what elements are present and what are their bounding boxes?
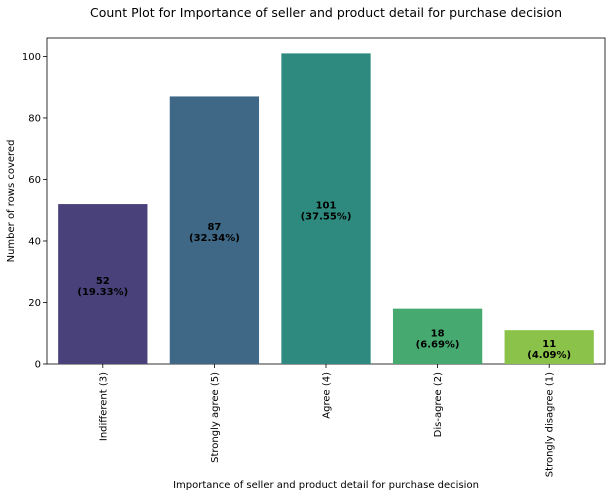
x-tick-label: Agree (4) bbox=[322, 372, 333, 419]
bar-percent-label: (19.33%) bbox=[77, 287, 128, 298]
x-axis: Indifferent (3) Strongly agree (5) Agree (… bbox=[98, 364, 556, 477]
y-axis-label: Number of rows covered bbox=[6, 140, 17, 263]
x-tick-label: Strongly disagree (1) bbox=[545, 372, 556, 477]
bar-5 bbox=[504, 330, 594, 364]
bar-4 bbox=[392, 308, 483, 364]
x-tick-label: Strongly agree (5) bbox=[210, 372, 221, 463]
bar-value-label: 18 bbox=[431, 328, 445, 339]
bars-layer: 52(19.33%) 87(32.34%) 101(37.55%) 18(6.69%)… bbox=[58, 53, 594, 365]
y-tick-label: 0 bbox=[35, 360, 41, 371]
bar-percent-label: (6.69%) bbox=[416, 339, 460, 350]
bar-value-label: 52 bbox=[96, 276, 110, 287]
bar-value-label: 87 bbox=[207, 222, 221, 233]
bar-percent-label: (4.09%) bbox=[527, 350, 571, 361]
x-axis-label: Importance of seller and product detail … bbox=[173, 480, 479, 491]
y-tick-label: 80 bbox=[28, 113, 41, 124]
x-tick-label: Indifferent (3) bbox=[98, 372, 109, 441]
y-tick-label: 60 bbox=[28, 175, 41, 186]
y-tick-label: 100 bbox=[22, 52, 41, 63]
bar-1 bbox=[58, 204, 148, 364]
bar-3 bbox=[281, 53, 371, 365]
bar-value-label: 11 bbox=[542, 339, 556, 350]
y-tick-label: 40 bbox=[28, 236, 41, 247]
y-axis: 0 20 40 60 80 100 bbox=[22, 52, 47, 371]
bar-percent-label: (37.55%) bbox=[301, 212, 352, 223]
bar-2 bbox=[169, 96, 260, 364]
x-tick-label: Dis-agree (2) bbox=[433, 372, 444, 437]
bar-value-label: 101 bbox=[316, 201, 337, 212]
chart-title: Count Plot for Importance of seller and … bbox=[90, 5, 562, 20]
bar-percent-label: (32.34%) bbox=[189, 233, 240, 244]
y-tick-label: 20 bbox=[28, 298, 41, 309]
